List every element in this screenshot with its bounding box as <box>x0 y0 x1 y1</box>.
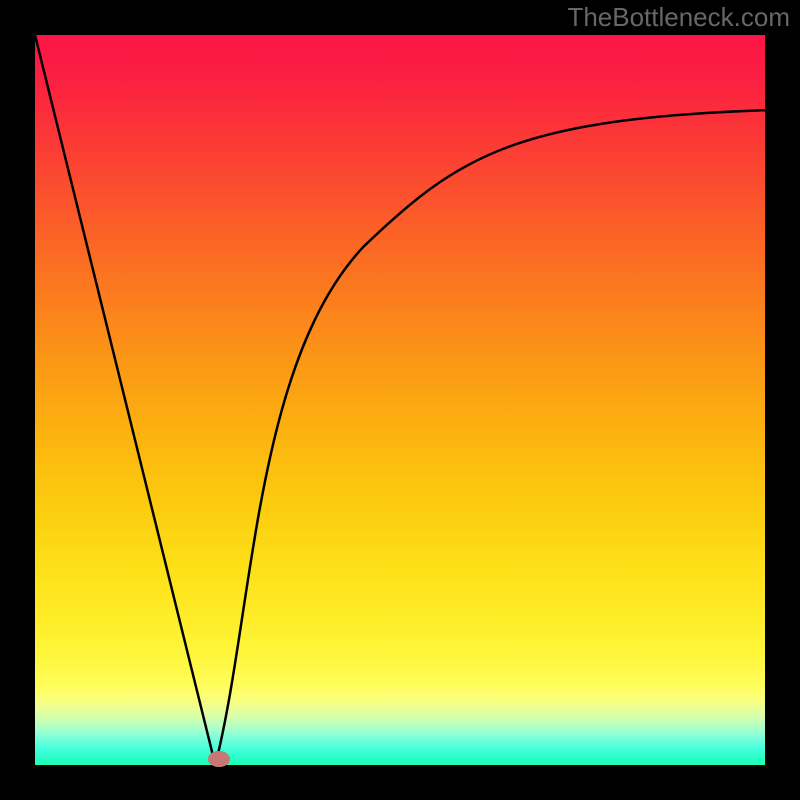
watermark-text: TheBottleneck.com <box>567 2 790 33</box>
chart-container: TheBottleneck.com <box>0 0 800 800</box>
min-point-marker <box>208 751 230 767</box>
plot-area <box>35 35 765 765</box>
